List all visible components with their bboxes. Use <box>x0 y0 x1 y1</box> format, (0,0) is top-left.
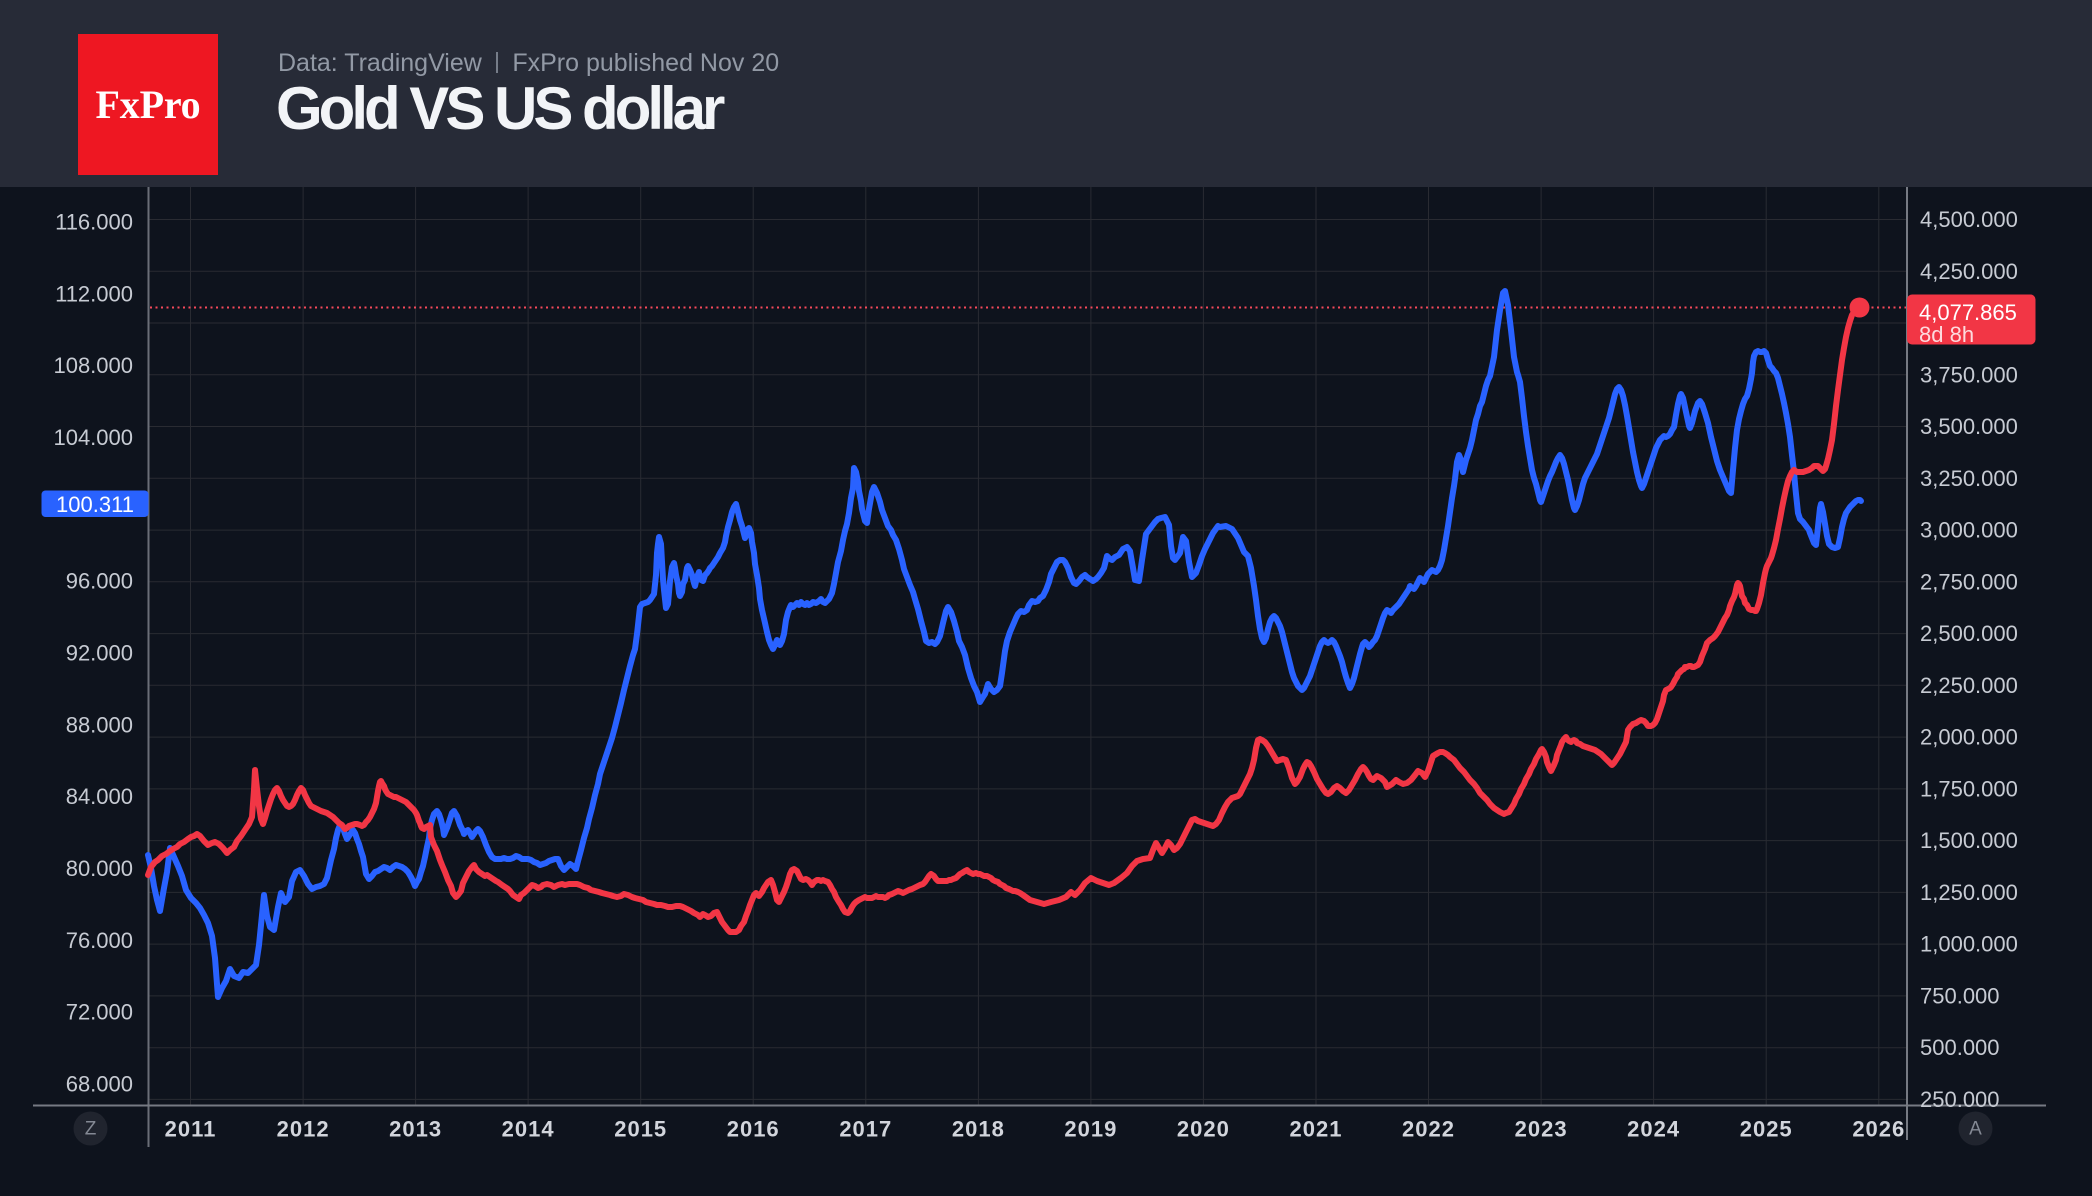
svg-text:1,750.000: 1,750.000 <box>1920 776 2018 801</box>
svg-text:108.000: 108.000 <box>53 353 133 378</box>
svg-text:112.000: 112.000 <box>55 281 133 306</box>
svg-text:2011: 2011 <box>165 1117 217 1142</box>
svg-text:2,000.000: 2,000.000 <box>1920 725 2018 750</box>
svg-text:92.000: 92.000 <box>66 641 133 666</box>
svg-text:88.000: 88.000 <box>66 712 133 737</box>
svg-text:1,000.000: 1,000.000 <box>1920 932 2018 957</box>
svg-text:2024: 2024 <box>1627 1117 1680 1142</box>
svg-text:68.000: 68.000 <box>66 1072 133 1097</box>
svg-text:4,077.865: 4,077.865 <box>1919 300 2017 325</box>
svg-text:250.000: 250.000 <box>1920 1087 2000 1112</box>
svg-text:2014: 2014 <box>502 1117 555 1142</box>
svg-text:2020: 2020 <box>1177 1117 1230 1142</box>
svg-text:2015: 2015 <box>614 1117 667 1142</box>
svg-text:2013: 2013 <box>389 1117 442 1142</box>
svg-text:104.000: 104.000 <box>53 425 133 450</box>
svg-text:2017: 2017 <box>839 1117 892 1142</box>
svg-text:2018: 2018 <box>952 1117 1005 1142</box>
svg-text:3,750.000: 3,750.000 <box>1920 362 2018 387</box>
svg-text:2025: 2025 <box>1740 1117 1793 1142</box>
svg-text:96.000: 96.000 <box>66 569 133 594</box>
svg-text:76.000: 76.000 <box>66 928 133 953</box>
svg-text:4,250.000: 4,250.000 <box>1920 259 2018 284</box>
svg-text:100.311: 100.311 <box>56 492 134 517</box>
svg-text:2023: 2023 <box>1515 1117 1568 1142</box>
svg-text:3,000.000: 3,000.000 <box>1920 518 2018 543</box>
svg-text:2021: 2021 <box>1290 1117 1343 1142</box>
svg-text:4,500.000: 4,500.000 <box>1920 207 2018 232</box>
svg-text:2019: 2019 <box>1064 1117 1117 1142</box>
svg-text:2022: 2022 <box>1402 1117 1455 1142</box>
svg-text:2,750.000: 2,750.000 <box>1920 569 2018 594</box>
svg-text:1,250.000: 1,250.000 <box>1920 880 2018 905</box>
svg-text:2,250.000: 2,250.000 <box>1920 673 2018 698</box>
svg-text:116.000: 116.000 <box>55 210 133 235</box>
svg-text:500.000: 500.000 <box>1920 1035 2000 1060</box>
svg-text:2,500.000: 2,500.000 <box>1920 621 2018 646</box>
svg-text:3,500.000: 3,500.000 <box>1920 414 2018 439</box>
svg-text:2016: 2016 <box>727 1117 780 1142</box>
svg-text:3,250.000: 3,250.000 <box>1920 466 2018 491</box>
svg-text:2012: 2012 <box>277 1117 330 1142</box>
svg-text:750.000: 750.000 <box>1920 983 2000 1008</box>
svg-text:1,500.000: 1,500.000 <box>1920 828 2018 853</box>
svg-text:Z: Z <box>85 1119 97 1140</box>
svg-text:A: A <box>1969 1119 1982 1140</box>
svg-text:80.000: 80.000 <box>66 856 133 881</box>
svg-text:2026: 2026 <box>1852 1117 1905 1142</box>
svg-text:84.000: 84.000 <box>66 784 133 809</box>
svg-text:72.000: 72.000 <box>66 1000 133 1025</box>
svg-text:8d 8h: 8d 8h <box>1919 322 1974 347</box>
